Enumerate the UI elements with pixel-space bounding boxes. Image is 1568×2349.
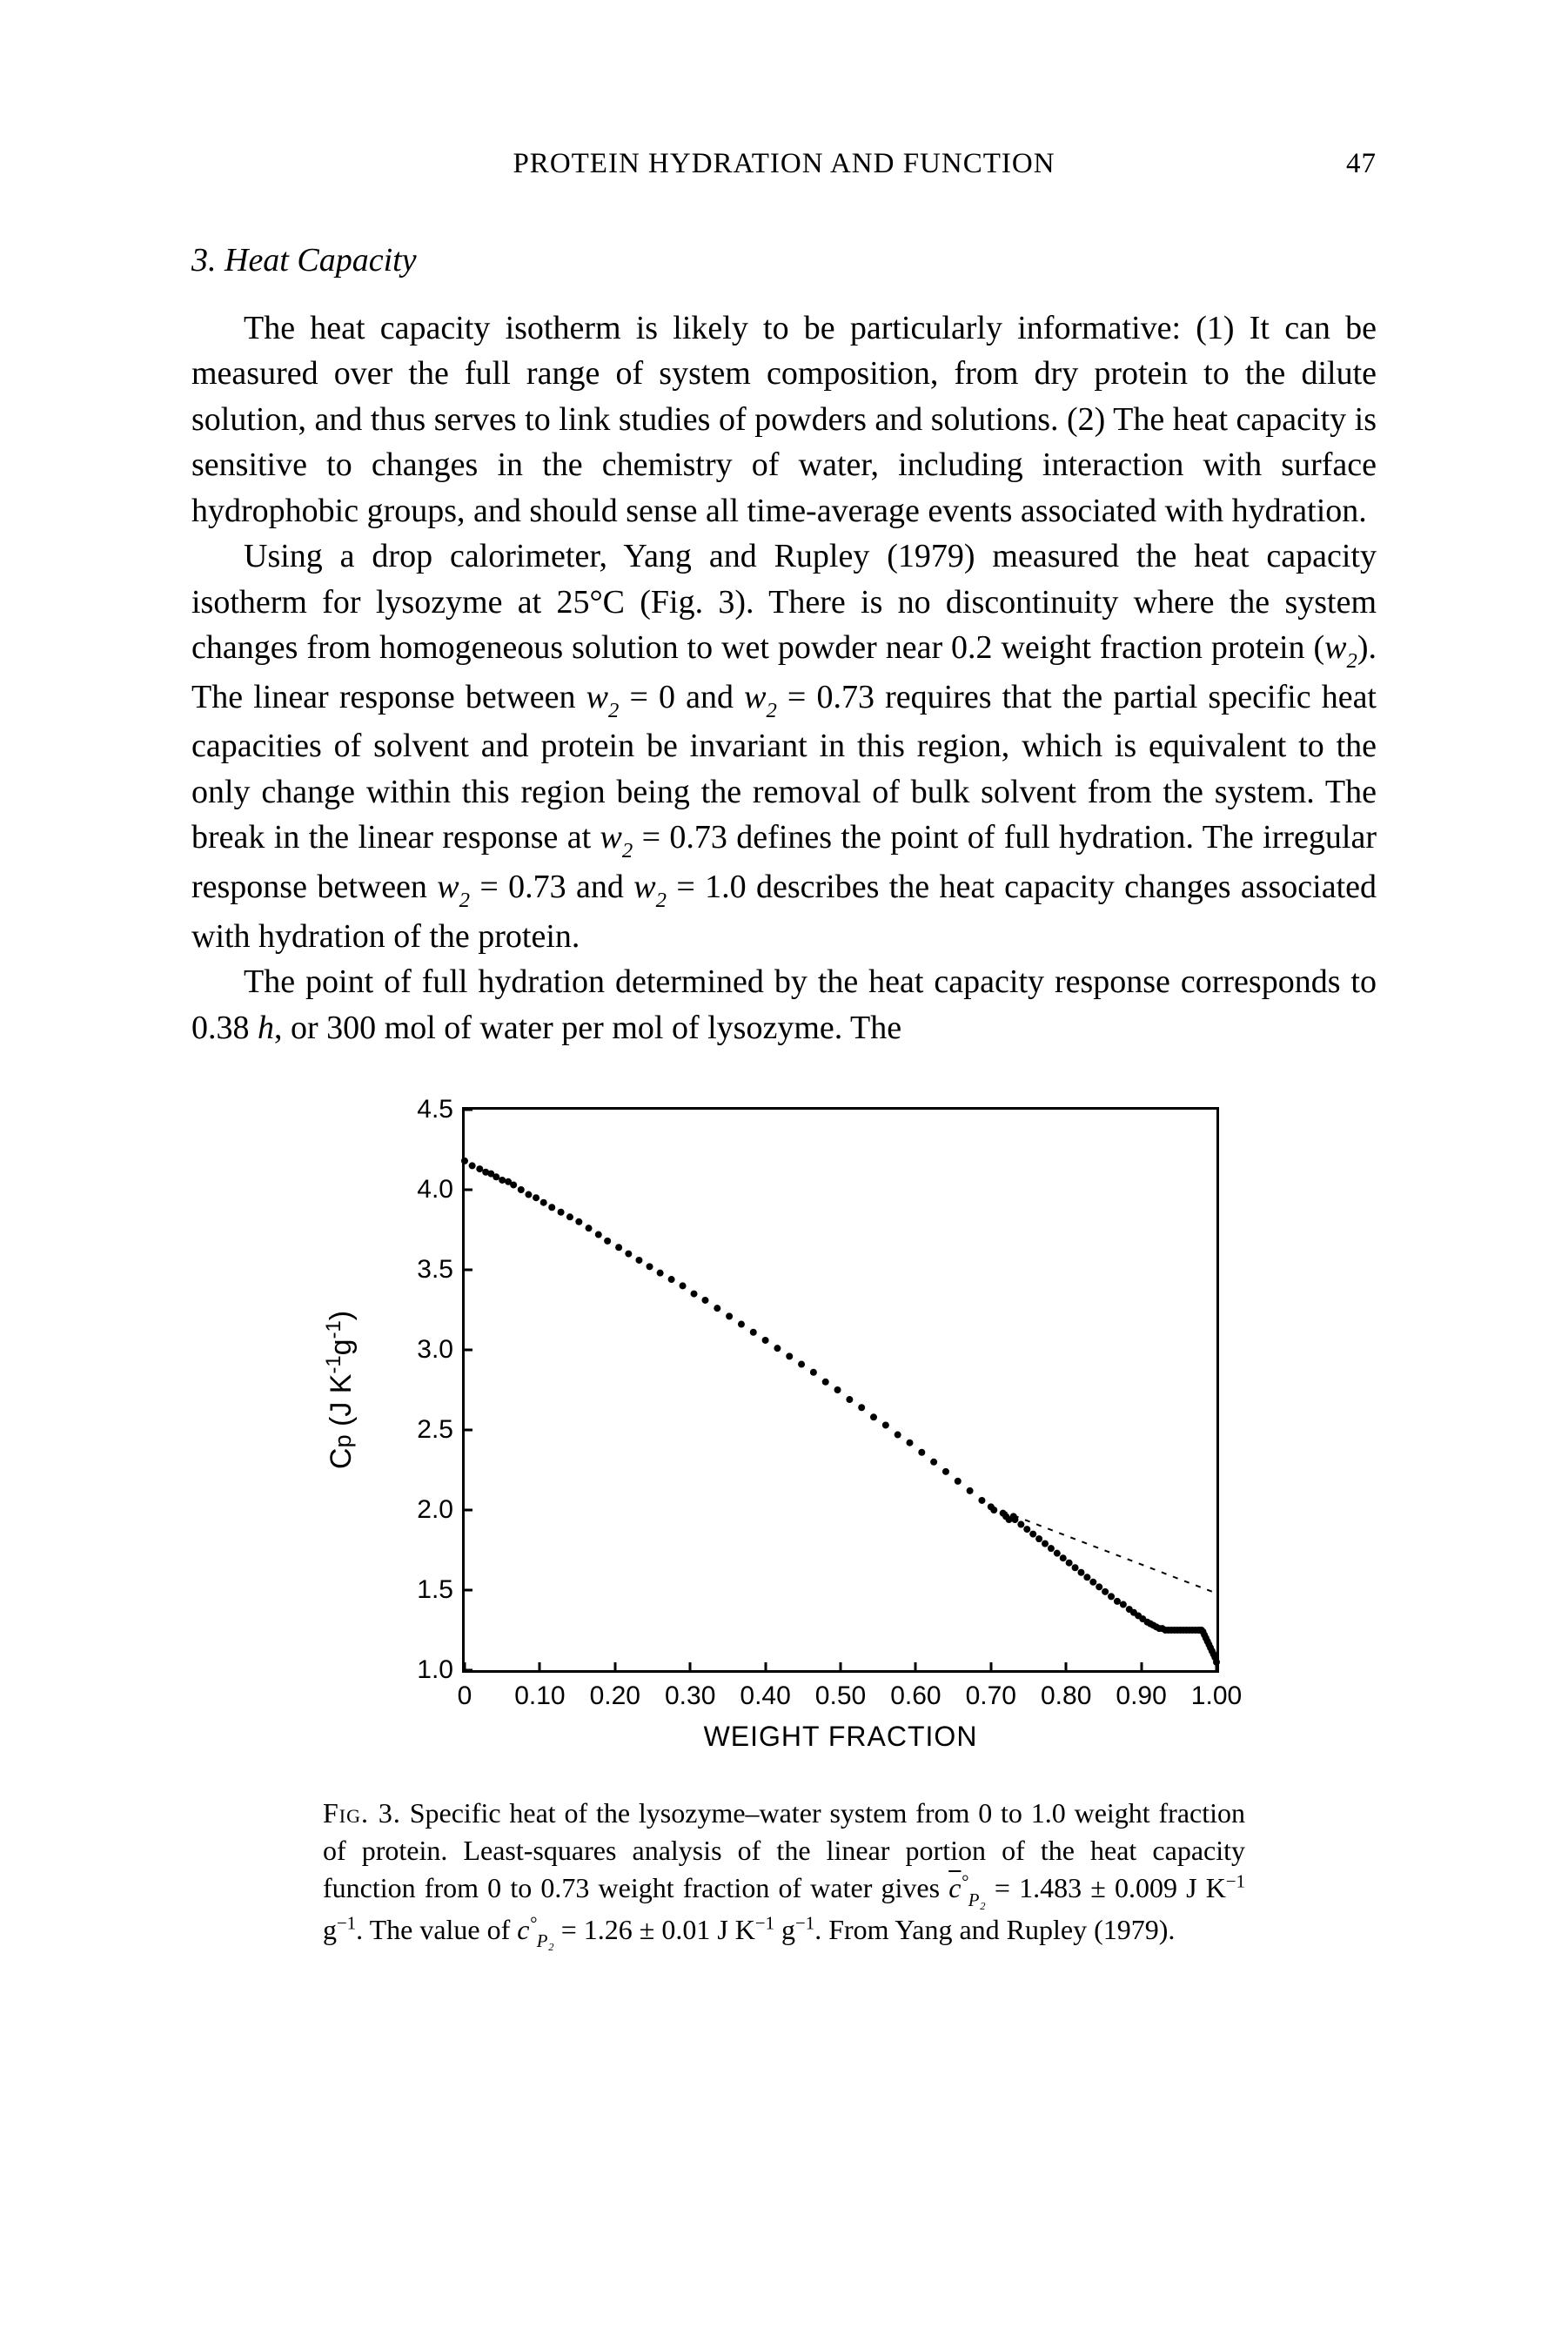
running-title: PROTEIN HYDRATION AND FUNCTION bbox=[261, 148, 1307, 180]
w2-sym: w2 bbox=[586, 679, 620, 715]
figure-caption: Fig. 3. Specific heat of the lysozyme–wa… bbox=[323, 1795, 1245, 1952]
caption-c: . From Yang and Rupley (1979). bbox=[814, 1914, 1175, 1945]
cbar-p2: c°P₂ bbox=[948, 1872, 985, 1903]
w2-sym: w2 bbox=[744, 679, 777, 715]
running-head: PROTEIN HYDRATION AND FUNCTION 47 bbox=[191, 148, 1377, 180]
sup-minus1: −1 bbox=[795, 1913, 814, 1933]
section-title-text: Heat Capacity bbox=[224, 242, 417, 279]
x-axis-label: WEIGHT FRACTION bbox=[704, 1721, 978, 1753]
w2-sym: w2 bbox=[633, 869, 667, 905]
caption-eq1v: = 1.483 ± 0.009 J K bbox=[986, 1872, 1226, 1903]
caption-eq2v: = 1.26 ± 0.01 J K bbox=[554, 1914, 755, 1945]
sup-minus1: −1 bbox=[1226, 1872, 1245, 1892]
w2-sym: w2 bbox=[600, 819, 633, 856]
plot-box: Cp (J K-1g-1) WEIGHT FRACTION 1.01.52.02… bbox=[323, 1090, 1245, 1760]
h-sym: h bbox=[258, 1010, 274, 1046]
paragraph-2: Using a drop calorimeter, Yang and Ruple… bbox=[191, 534, 1377, 959]
y-axis-label: Cp (J K-1g-1) bbox=[322, 1311, 358, 1469]
caption-label: Fig. 3. bbox=[323, 1797, 401, 1829]
p2c: = 0 and bbox=[619, 679, 744, 715]
section-heading: 3. Heat Capacity bbox=[191, 241, 1377, 279]
figure-3: Cp (J K-1g-1) WEIGHT FRACTION 1.01.52.02… bbox=[323, 1090, 1245, 1952]
p2a: Using a drop calorimeter, Yang and Ruple… bbox=[191, 538, 1377, 666]
p1-text: The heat capacity isotherm is likely to … bbox=[191, 310, 1377, 529]
c-p2: c°P₂ bbox=[517, 1914, 553, 1945]
paragraph-1: The heat capacity isotherm is likely to … bbox=[191, 305, 1377, 534]
paragraph-3: The point of full hydration determined b… bbox=[191, 959, 1377, 1050]
scatter-svg bbox=[465, 1110, 1216, 1670]
w2-sym: w2 bbox=[437, 869, 470, 905]
page-number: 47 bbox=[1307, 148, 1377, 180]
caption-eq2t: g bbox=[774, 1914, 795, 1945]
section-number: 3. bbox=[191, 242, 217, 279]
plot-area bbox=[462, 1107, 1219, 1673]
p3b: , or 300 mol of water per mol of lysozym… bbox=[274, 1010, 901, 1046]
body-text: The heat capacity isotherm is likely to … bbox=[191, 305, 1377, 1050]
p2f: = 0.73 and bbox=[470, 869, 633, 905]
caption-b: . The value of bbox=[356, 1914, 517, 1945]
sup-minus1: −1 bbox=[755, 1913, 774, 1933]
sup-minus1: −1 bbox=[337, 1913, 356, 1933]
w2-sym: w2 bbox=[1324, 629, 1357, 666]
page: PROTEIN HYDRATION AND FUNCTION 47 3. Hea… bbox=[0, 0, 1568, 2349]
caption-eq1t: g bbox=[323, 1914, 337, 1945]
